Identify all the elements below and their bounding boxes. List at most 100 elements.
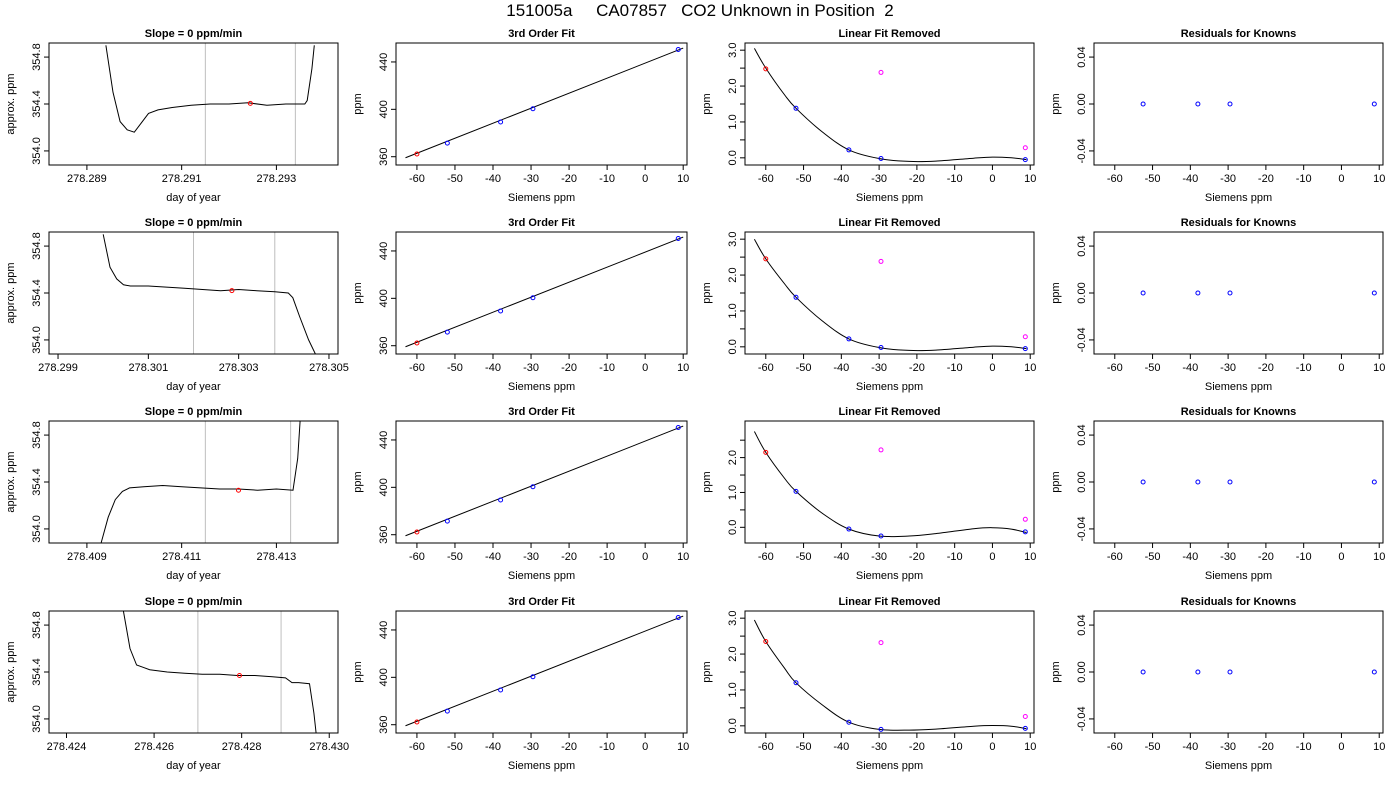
data-point	[444, 329, 450, 335]
x-tick-label: -40	[1182, 551, 1198, 563]
plot-data	[753, 619, 1028, 732]
panel-timeseries-row-2: Slope = 0 ppm/min 278.299 278.301 278.303 27…	[5, 217, 349, 393]
plot-data	[1140, 101, 1377, 107]
x-tick-label: -10	[947, 551, 963, 563]
x-axis-label: day of year	[166, 570, 221, 582]
x-tick-label: 10	[677, 741, 689, 753]
x-tick-label: 0	[1338, 741, 1344, 753]
y-tick-label: -0.04	[1076, 706, 1088, 731]
y-tick-label: 354.0	[31, 705, 43, 733]
y-tick-label: 0.00	[1076, 282, 1088, 303]
data-point	[1140, 290, 1146, 296]
plot-frame	[744, 42, 1035, 166]
y-tick-label: 0.00	[1076, 471, 1088, 492]
data-point	[229, 288, 235, 294]
x-tick-label: -50	[1145, 173, 1161, 185]
x-tick-label: -50	[796, 362, 812, 374]
data-point	[1195, 101, 1201, 107]
data-point	[1140, 669, 1146, 675]
data-point	[530, 484, 536, 490]
data-point	[1371, 479, 1377, 485]
y-tick-label: 440	[378, 53, 390, 71]
x-tick-label: -30	[523, 173, 539, 185]
x-tick-label: -10	[947, 173, 963, 185]
y-axis-label: approx. ppm	[5, 262, 17, 323]
data-point	[1227, 669, 1233, 675]
plot-frame	[48, 610, 339, 734]
data-point	[846, 147, 852, 153]
x-tick-label: -50	[1145, 362, 1161, 374]
x-tick-label: 278.428	[222, 741, 262, 753]
x-tick-label: -40	[833, 173, 849, 185]
x-tick-label: -40	[485, 362, 501, 374]
y-tick-label: 1.0	[727, 485, 739, 500]
data-point	[1195, 290, 1201, 296]
y-tick-label: 440	[378, 242, 390, 260]
data-point	[444, 518, 450, 524]
x-tick-label: -20	[561, 173, 577, 185]
data-point	[675, 236, 681, 242]
y-tick-label: 354.8	[31, 611, 43, 639]
data-point	[763, 639, 769, 644]
y-tick-label: 3.0	[727, 232, 739, 247]
x-tick-label: -60	[1107, 173, 1123, 185]
y-tick-label: 400	[378, 100, 390, 118]
x-axis-label: day of year	[166, 381, 221, 393]
plot-frame	[1093, 610, 1384, 734]
x-axis-label: Siemens ppm	[856, 192, 923, 204]
y-axis-label: ppm	[1050, 471, 1062, 492]
plot-title: 3rd Order Fit	[508, 596, 575, 608]
y-tick-label: 354.8	[31, 232, 43, 260]
x-axis-label: day of year	[166, 192, 221, 204]
y-tick-label: 1.0	[727, 114, 739, 129]
x-tick-label: -30	[1220, 741, 1236, 753]
y-tick-label: 0.00	[1076, 93, 1088, 114]
data-point	[1022, 529, 1028, 535]
x-tick-label: 278.299	[38, 362, 78, 374]
plot-frame	[395, 420, 688, 544]
y-tick-label: 2.0	[727, 78, 739, 93]
plot-title: 3rd Order Fit	[508, 28, 575, 40]
x-tick-label: 10	[1024, 741, 1036, 753]
y-tick-label: 0.04	[1076, 614, 1088, 635]
plot-frame	[1093, 420, 1384, 544]
plot-data	[405, 425, 684, 537]
page-title: 151005a CA07857 CO2 Unknown in Position …	[506, 1, 894, 20]
data-point	[675, 47, 681, 53]
x-tick-label: -40	[485, 741, 501, 753]
plot-data	[753, 48, 1028, 163]
plot-data	[753, 238, 1028, 352]
plot-frame	[1093, 231, 1384, 355]
y-axis-label: ppm	[352, 93, 364, 114]
panel-residuals-row-1: Residuals for Knowns -60 -50 -40 -30 -20 -10 0 1…	[1050, 28, 1385, 204]
plot-data	[405, 236, 684, 348]
x-axis-label: Siemens ppm	[1205, 192, 1272, 204]
x-tick-label: 0	[642, 551, 648, 563]
x-tick-label: -50	[1145, 741, 1161, 753]
x-tick-label: -10	[599, 741, 615, 753]
x-axis-label: Siemens ppm	[508, 760, 575, 772]
x-tick-label: 0	[642, 173, 648, 185]
data-point	[763, 449, 769, 455]
y-tick-label: 354.0	[31, 137, 43, 165]
x-tick-label: 10	[677, 173, 689, 185]
fit-line	[405, 47, 684, 159]
y-tick-label: 354.0	[31, 326, 43, 354]
data-point	[793, 294, 799, 300]
data-point	[1022, 157, 1028, 163]
data-point	[846, 336, 852, 342]
data-point	[763, 256, 769, 262]
x-tick-label: -60	[758, 551, 774, 563]
fit-line	[405, 615, 684, 727]
panel-fit-row-4: 3rd Order Fit -60 -50 -40 -30 -20 -10 0 10 Siemen…	[352, 596, 689, 772]
x-tick-label: -20	[909, 741, 925, 753]
data-point	[1371, 669, 1377, 675]
x-tick-label: -30	[1220, 173, 1236, 185]
x-tick-label: 278.303	[219, 362, 259, 374]
x-tick-label: -10	[1296, 551, 1312, 563]
y-tick-label: 354.8	[31, 421, 43, 449]
fit-line	[405, 236, 684, 348]
series-line	[100, 421, 301, 543]
x-tick-label: -50	[447, 741, 463, 753]
y-axis-label: ppm	[701, 282, 713, 303]
